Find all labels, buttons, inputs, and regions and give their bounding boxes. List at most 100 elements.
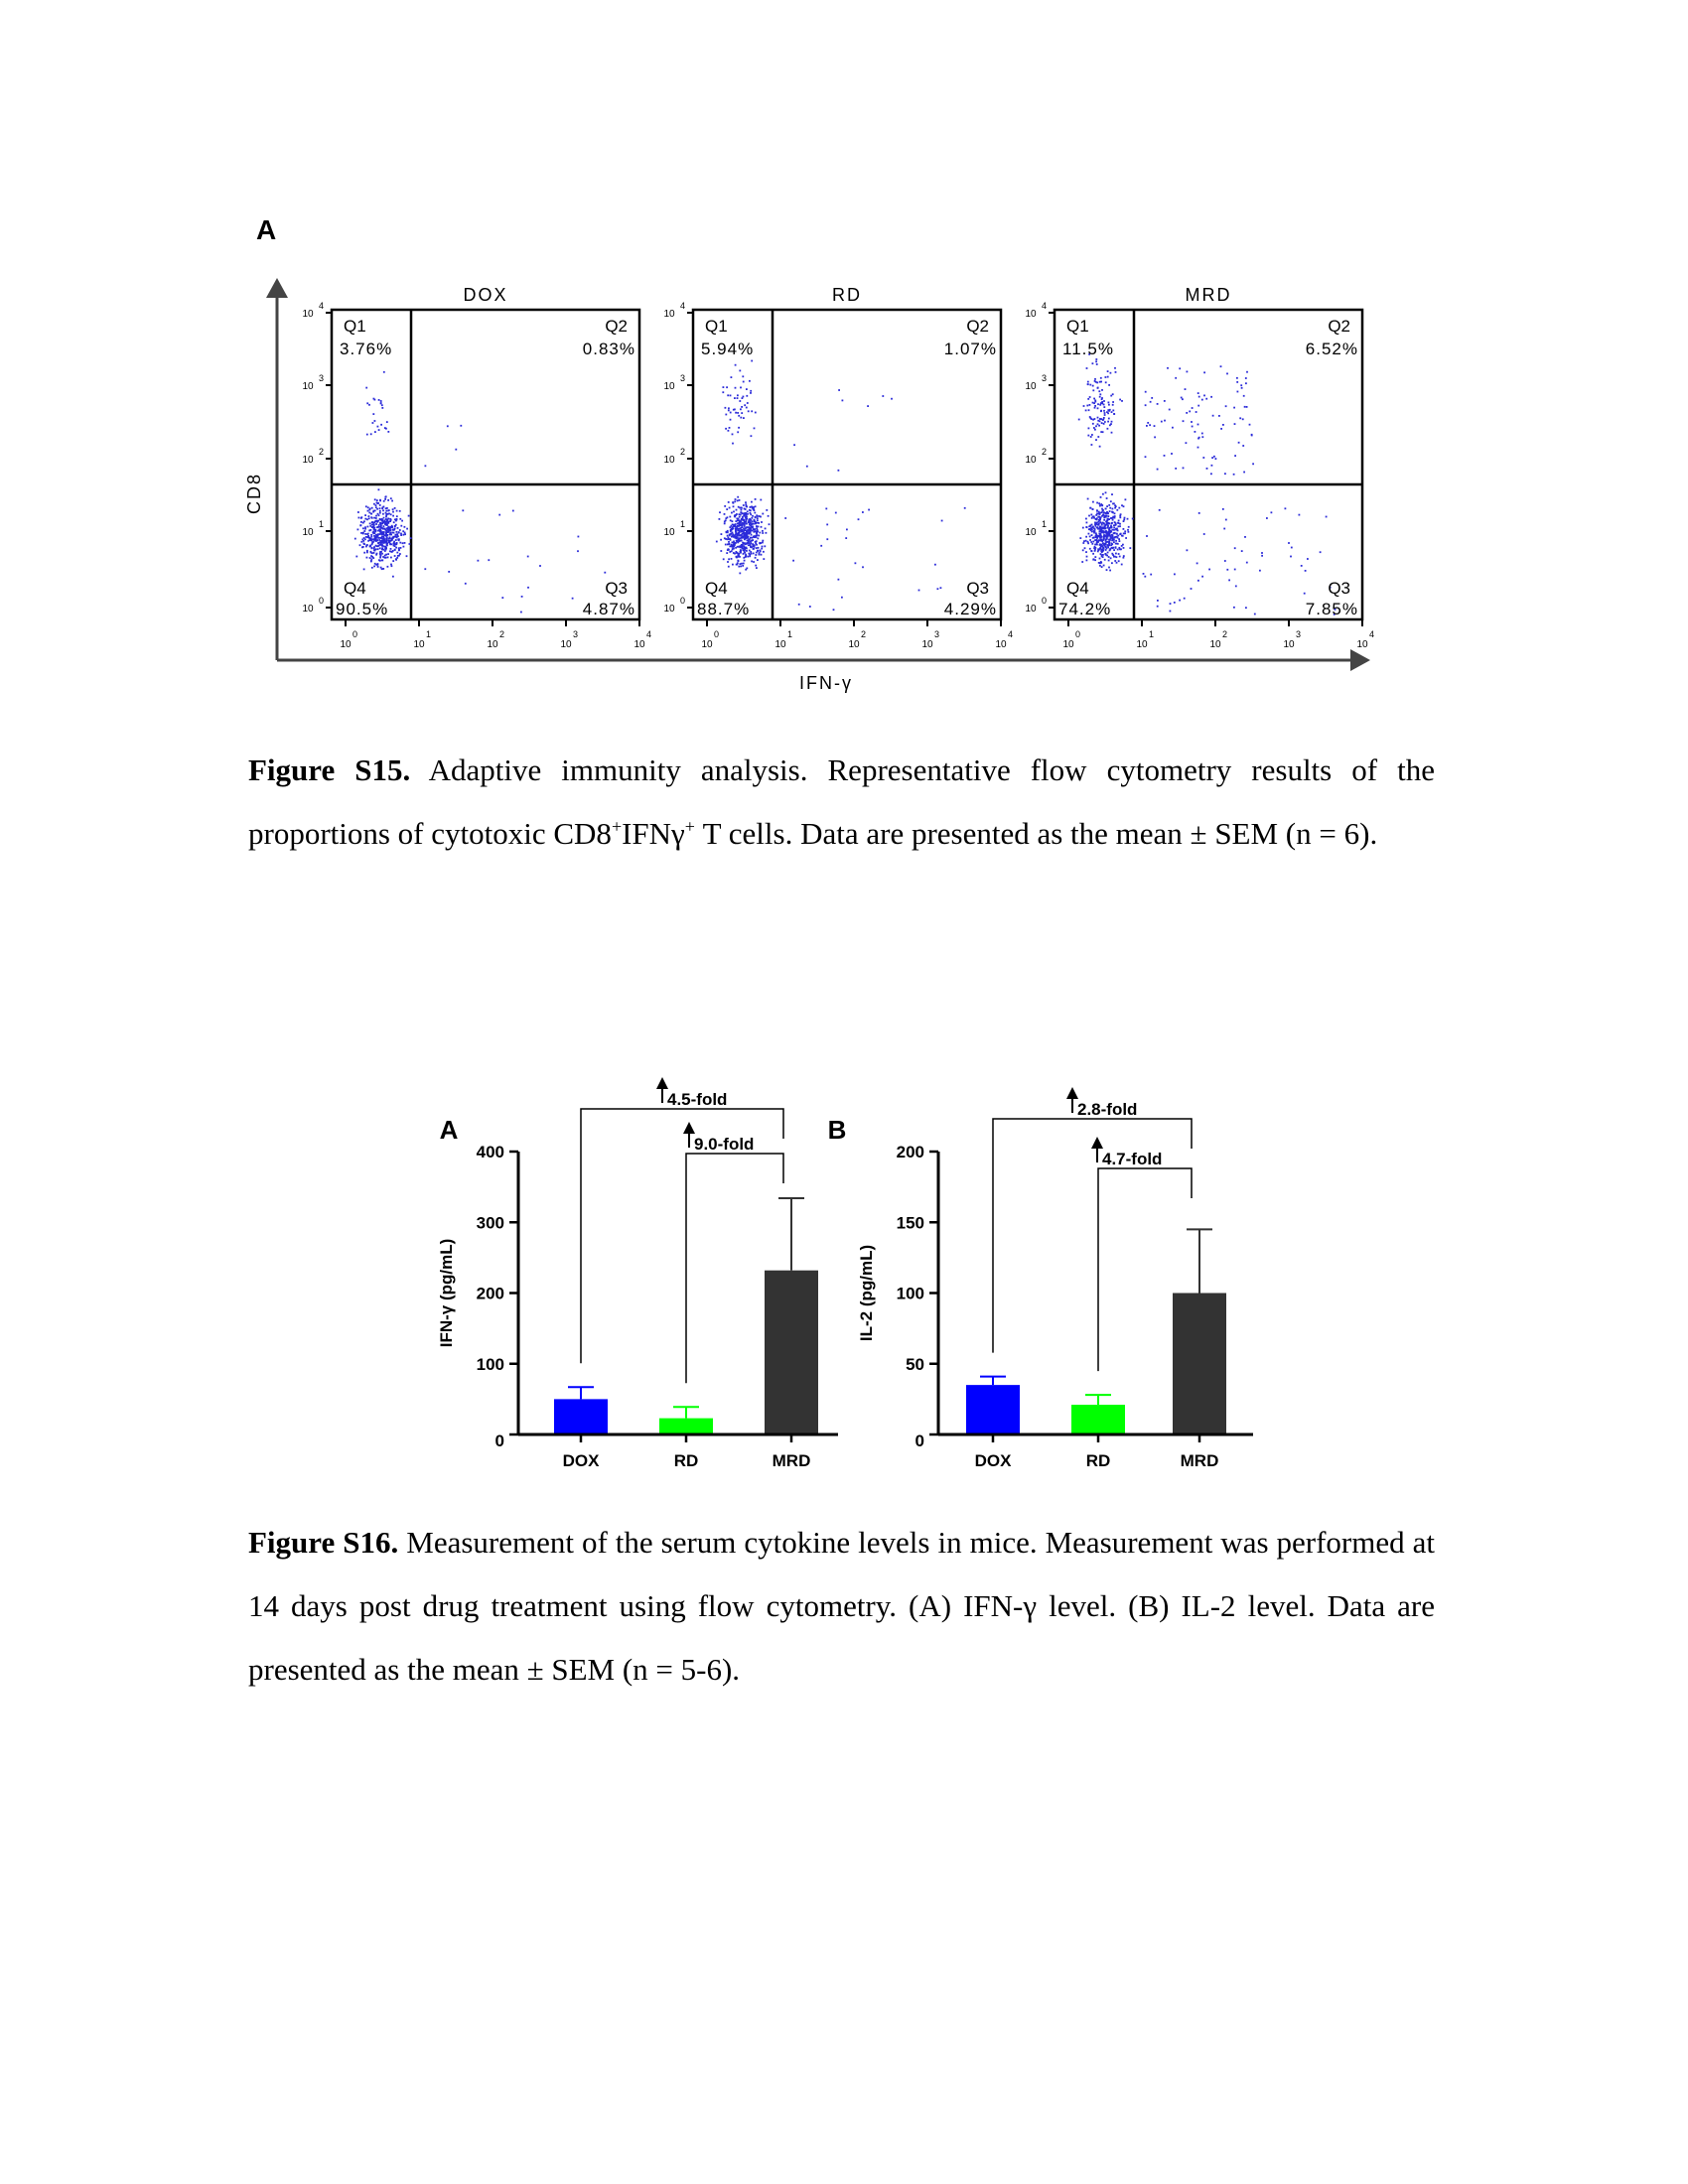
flow-event-dot	[383, 556, 386, 559]
flow-event-dot	[380, 531, 383, 534]
flow-event-dot	[742, 565, 745, 567]
flow-event-dot	[724, 543, 727, 546]
flow-event-dot	[1102, 492, 1104, 495]
flow-event-dot	[396, 555, 399, 557]
flow-event-dot	[382, 537, 385, 539]
quadrant-q4-label: Q4	[705, 579, 728, 598]
flow-event-dot	[1085, 521, 1088, 524]
flow-event-dot	[715, 540, 718, 543]
flow-event-dot	[1113, 524, 1115, 527]
flow-event-dot	[734, 397, 736, 399]
flow-event-dot	[1087, 542, 1089, 545]
flow-event-dot	[744, 536, 747, 538]
flow-event-dot	[370, 523, 373, 526]
flow-event-dot	[388, 527, 391, 530]
flow-event-dot	[1093, 531, 1095, 534]
flow-event-dot	[390, 525, 393, 528]
flow-event-dot	[1126, 517, 1129, 520]
flow-event-dot	[739, 506, 742, 509]
flow-event-dot	[1224, 518, 1227, 521]
flow-event-dot	[739, 400, 742, 402]
flow-event-dot	[727, 548, 730, 551]
flow-event-dot	[372, 523, 374, 525]
flow-event-dot	[734, 498, 737, 500]
flow-event-dot	[1093, 402, 1095, 405]
flow-event-dot	[379, 540, 382, 543]
flow-event-dot	[382, 512, 384, 515]
flow-event-dot	[1182, 467, 1185, 470]
flow-event-dot	[1303, 592, 1306, 595]
flow-event-dot	[1088, 535, 1091, 538]
fold-change-label: 4.5-fold	[667, 1090, 727, 1109]
flow-event-dot	[1325, 515, 1328, 518]
flow-event-dot	[753, 427, 756, 430]
flow-event-dot	[743, 534, 746, 537]
quadrant-q4-value: 90.5%	[336, 600, 388, 618]
quadrant-q4-label: Q4	[1066, 579, 1089, 598]
flow-event-dot	[1100, 418, 1102, 420]
flow-event-dot	[1185, 442, 1188, 445]
quadrant-q3-value: 7.85%	[1306, 600, 1358, 618]
flow-event-dot	[1102, 547, 1105, 550]
flow-event-dot	[392, 528, 395, 531]
flow-event-dot	[747, 529, 750, 532]
flow-panel-rd: RDQ15.94%Q21.07%Q34.29%Q488.7%1001011021…	[663, 285, 1013, 650]
flow-event-dot	[370, 526, 373, 528]
flow-event-dot	[382, 520, 384, 523]
flow-event-dot	[1127, 525, 1130, 528]
flow-event-dot	[1108, 526, 1111, 529]
flow-event-dot	[1089, 383, 1092, 386]
flow-event-dot	[756, 527, 759, 529]
flow-event-dot	[761, 521, 763, 523]
flow-event-dot	[1103, 518, 1106, 521]
flow-event-dot	[1196, 562, 1198, 565]
flow-event-dot	[1226, 568, 1229, 571]
flow-event-dot	[1096, 423, 1099, 426]
flow-event-dot	[1119, 516, 1122, 519]
flow-event-dot	[1100, 409, 1102, 412]
flow-event-dot	[1104, 491, 1107, 494]
flow-y-tick-base: 10	[663, 455, 675, 466]
flow-event-dot	[1105, 547, 1108, 550]
flow-event-dot	[1099, 537, 1101, 539]
flow-event-dot	[1117, 553, 1120, 555]
flow-event-dot	[741, 412, 744, 414]
flow-event-dot	[388, 550, 391, 553]
flow-event-dot	[380, 537, 382, 539]
flow-event-dot	[1107, 522, 1110, 524]
quadrant-q3-value: 4.87%	[583, 600, 635, 618]
quadrant-q2-label: Q2	[966, 317, 989, 336]
flow-event-dot	[1087, 434, 1090, 437]
flow-event-dot	[1103, 534, 1105, 537]
flow-panel-frame	[691, 308, 1003, 621]
flow-event-dot	[374, 517, 377, 519]
flow-event-dot	[748, 520, 750, 523]
flow-event-dot	[385, 538, 388, 541]
flow-event-dot	[1098, 543, 1101, 546]
flow-event-dot	[1088, 353, 1090, 355]
flow-event-dot	[1097, 512, 1099, 515]
flow-event-dot	[1119, 398, 1121, 401]
flow-event-dot	[730, 532, 733, 535]
flow-event-dot	[1111, 539, 1114, 542]
flow-event-dot	[384, 511, 387, 514]
flow-event-dot	[739, 527, 741, 530]
flow-event-dot	[837, 469, 840, 472]
flow-event-dot	[373, 562, 376, 565]
flow-event-dot	[1094, 547, 1097, 549]
flow-event-dot	[1112, 538, 1115, 541]
flow-event-dot	[384, 547, 387, 550]
flow-event-dot	[1083, 547, 1086, 550]
flow-event-dot	[1117, 521, 1119, 524]
flow-event-dot	[1095, 358, 1098, 360]
flow-event-dot	[735, 552, 738, 554]
flow-event-dot	[740, 539, 743, 542]
flow-event-dot	[369, 433, 372, 436]
flow-event-dot	[448, 571, 451, 573]
flow-event-dot	[729, 519, 732, 522]
flow-event-dot	[1098, 515, 1101, 518]
flow-event-dot	[379, 551, 381, 553]
flow-event-dot	[755, 564, 758, 567]
flow-event-dot	[1103, 414, 1106, 416]
flow-event-dot	[746, 532, 749, 534]
